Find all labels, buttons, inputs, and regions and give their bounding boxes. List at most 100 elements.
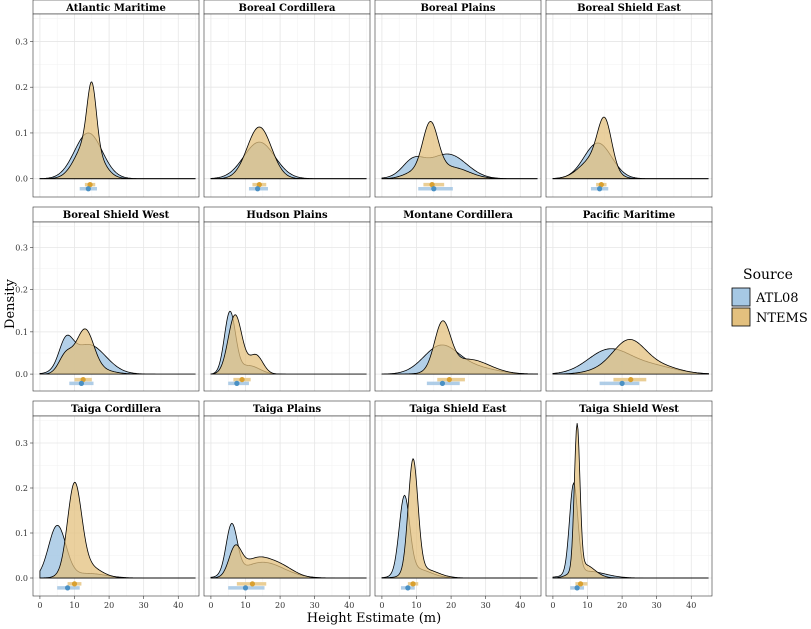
x-tick-label: 30 [481, 601, 491, 610]
strip-title-taiga-shield-east: Taiga Shield East [410, 404, 507, 415]
x-tick-label: 30 [652, 601, 662, 610]
x-tick-label: 10 [582, 601, 592, 610]
x-tick-label: 0 [379, 601, 384, 610]
density-ntems-taiga-plains [210, 544, 367, 579]
mean-point-atl08-boreal-plains [431, 186, 437, 192]
mean-point-atl08-taiga-plains [242, 585, 249, 591]
strip-title-atlantic-maritime: Atlantic Maritime [65, 3, 166, 14]
density-ntems-montane-cordillera [381, 320, 538, 375]
panel-border-hudson-plains [203, 221, 371, 392]
density-ntems-pacific-maritime [552, 339, 709, 375]
mean-point-atl08-boreal-shield-east [597, 186, 603, 192]
mean-point-atl08-hudson-plains [234, 380, 240, 386]
panel-border-boreal-shield-west [32, 221, 200, 392]
legend-swatch-atl08 [731, 287, 751, 307]
density-ntems-boreal-cordillera [210, 126, 367, 180]
density-ntems-taiga-shield-west [552, 423, 709, 579]
mean-point-atl08-pacific-maritime [619, 380, 625, 386]
panel-taiga-shield-east: Taiga Shield East 0 10 20 30 40 [374, 400, 542, 610]
density-ntems-boreal-shield-east [552, 116, 709, 180]
mean-point-ntems-taiga-cordillera [71, 581, 78, 587]
x-tick-label: 20 [275, 601, 285, 610]
x-tick-label: 40 [515, 601, 525, 610]
strip-title-boreal-plains: Boreal Plains [420, 3, 495, 14]
panel-taiga-plains: Taiga Plains 0 10 20 30 40 [203, 400, 371, 610]
mean-point-ntems-montane-cordillera [446, 376, 452, 383]
panels-layer: Atlantic Maritime 0.0 0.1 0.2 0.3 Boreal Cord… [15, 0, 713, 610]
mean-point-atl08-taiga-shield-east [405, 585, 411, 591]
legend: Source ATL08 NTEMS [731, 267, 808, 327]
x-tick-label: 0 [550, 601, 555, 610]
strip-title-pacific-maritime: Pacific Maritime [583, 210, 675, 221]
x-tick-label: 30 [310, 601, 320, 610]
strip-title-taiga-plains: Taiga Plains [253, 404, 322, 415]
strip-title-boreal-shield-east: Boreal Shield East [577, 3, 681, 14]
strip-title-taiga-shield-west: Taiga Shield West [579, 404, 679, 415]
y-tick-label: 0.0 [15, 370, 28, 379]
x-tick-label: 0 [37, 601, 42, 610]
panel-atlantic-maritime: Atlantic Maritime 0.0 0.1 0.2 0.3 [15, 0, 200, 198]
x-tick-label: 10 [411, 601, 421, 610]
y-tick-label: 0.0 [15, 574, 28, 583]
panel-border-taiga-plains [203, 415, 371, 597]
legend-label-ntems: NTEMS [756, 311, 808, 326]
panel-pacific-maritime: Pacific Maritime [545, 206, 713, 392]
mean-point-atl08-atlantic-maritime [85, 186, 91, 192]
panel-boreal-plains: Boreal Plains [374, 0, 542, 198]
density-ntems-taiga-shield-east [381, 457, 538, 579]
mean-point-ntems-boreal-cordillera [256, 182, 262, 188]
y-tick-label: 0.3 [15, 37, 28, 46]
x-tick-label: 20 [104, 601, 114, 610]
density-ntems-boreal-shield-west [39, 328, 196, 375]
panel-boreal-shield-west: Boreal Shield West 0.0 0.1 0.2 0.3 [15, 206, 200, 392]
strip-title-montane-cordillera: Montane Cordillera [403, 210, 513, 221]
y-tick-label: 0.3 [15, 439, 28, 448]
panel-border-boreal-shield-east [545, 13, 713, 198]
density-ntems-atlantic-maritime [39, 81, 196, 180]
plot-bg-boreal-cordillera [204, 14, 370, 197]
mean-point-atl08-boreal-shield-west [78, 380, 85, 386]
plot-bg-atlantic-maritime [33, 14, 199, 197]
mean-point-ntems-atlantic-maritime [87, 182, 93, 188]
x-axis-title: Height Estimate (m) [307, 611, 441, 626]
mean-point-ntems-taiga-shield-east [410, 581, 416, 587]
y-tick-label: 0.0 [15, 175, 28, 184]
x-tick-label: 40 [344, 601, 354, 610]
panel-border-atlantic-maritime [32, 13, 200, 198]
panel-border-boreal-plains [374, 13, 542, 198]
panel-taiga-shield-west: Taiga Shield West 0 10 20 30 40 [545, 400, 713, 610]
density-ntems-boreal-plains [381, 121, 538, 180]
panel-border-boreal-cordillera [203, 13, 371, 198]
y-tick-label: 0.1 [15, 129, 28, 138]
y-tick-label: 0.3 [15, 243, 28, 252]
panel-border-taiga-shield-west [545, 415, 713, 597]
mean-point-ntems-taiga-shield-west [577, 581, 584, 587]
plot-bg-boreal-shield-east [546, 14, 712, 197]
panel-border-taiga-shield-east [374, 415, 542, 597]
mean-point-ntems-taiga-plains [249, 581, 256, 587]
mean-point-ntems-boreal-shield-east [598, 182, 604, 188]
mean-point-ntems-pacific-maritime [628, 376, 634, 383]
x-tick-label: 10 [240, 601, 250, 610]
y-tick-label: 0.2 [15, 83, 28, 92]
mean-point-atl08-taiga-shield-west [574, 585, 580, 591]
density-ntems-taiga-cordillera [39, 481, 196, 579]
x-tick-label: 20 [446, 601, 456, 610]
x-tick-label: 40 [686, 601, 696, 610]
y-tick-label: 0.1 [15, 328, 28, 337]
x-tick-label: 20 [617, 601, 627, 610]
x-tick-label: 30 [139, 601, 149, 610]
y-tick-label: 0.1 [15, 529, 28, 538]
panel-taiga-cordillera: Taiga Cordillera 0.0 0.1 0.2 0.3 0 10 20 30 40 [15, 400, 200, 610]
density-ntems-hudson-plains [210, 314, 367, 375]
x-tick-label: 10 [69, 601, 79, 610]
panel-hudson-plains: Hudson Plains [203, 206, 371, 392]
legend-swatch-ntems [731, 307, 751, 327]
mean-point-atl08-boreal-cordillera [255, 186, 261, 192]
mean-point-ntems-boreal-plains [429, 182, 435, 188]
y-tick-label: 0.2 [15, 286, 28, 295]
strip-title-boreal-cordillera: Boreal Cordillera [239, 3, 336, 14]
mean-point-atl08-taiga-cordillera [64, 585, 71, 591]
mean-point-atl08-montane-cordillera [439, 380, 446, 386]
y-axis-title: Density [3, 278, 18, 329]
